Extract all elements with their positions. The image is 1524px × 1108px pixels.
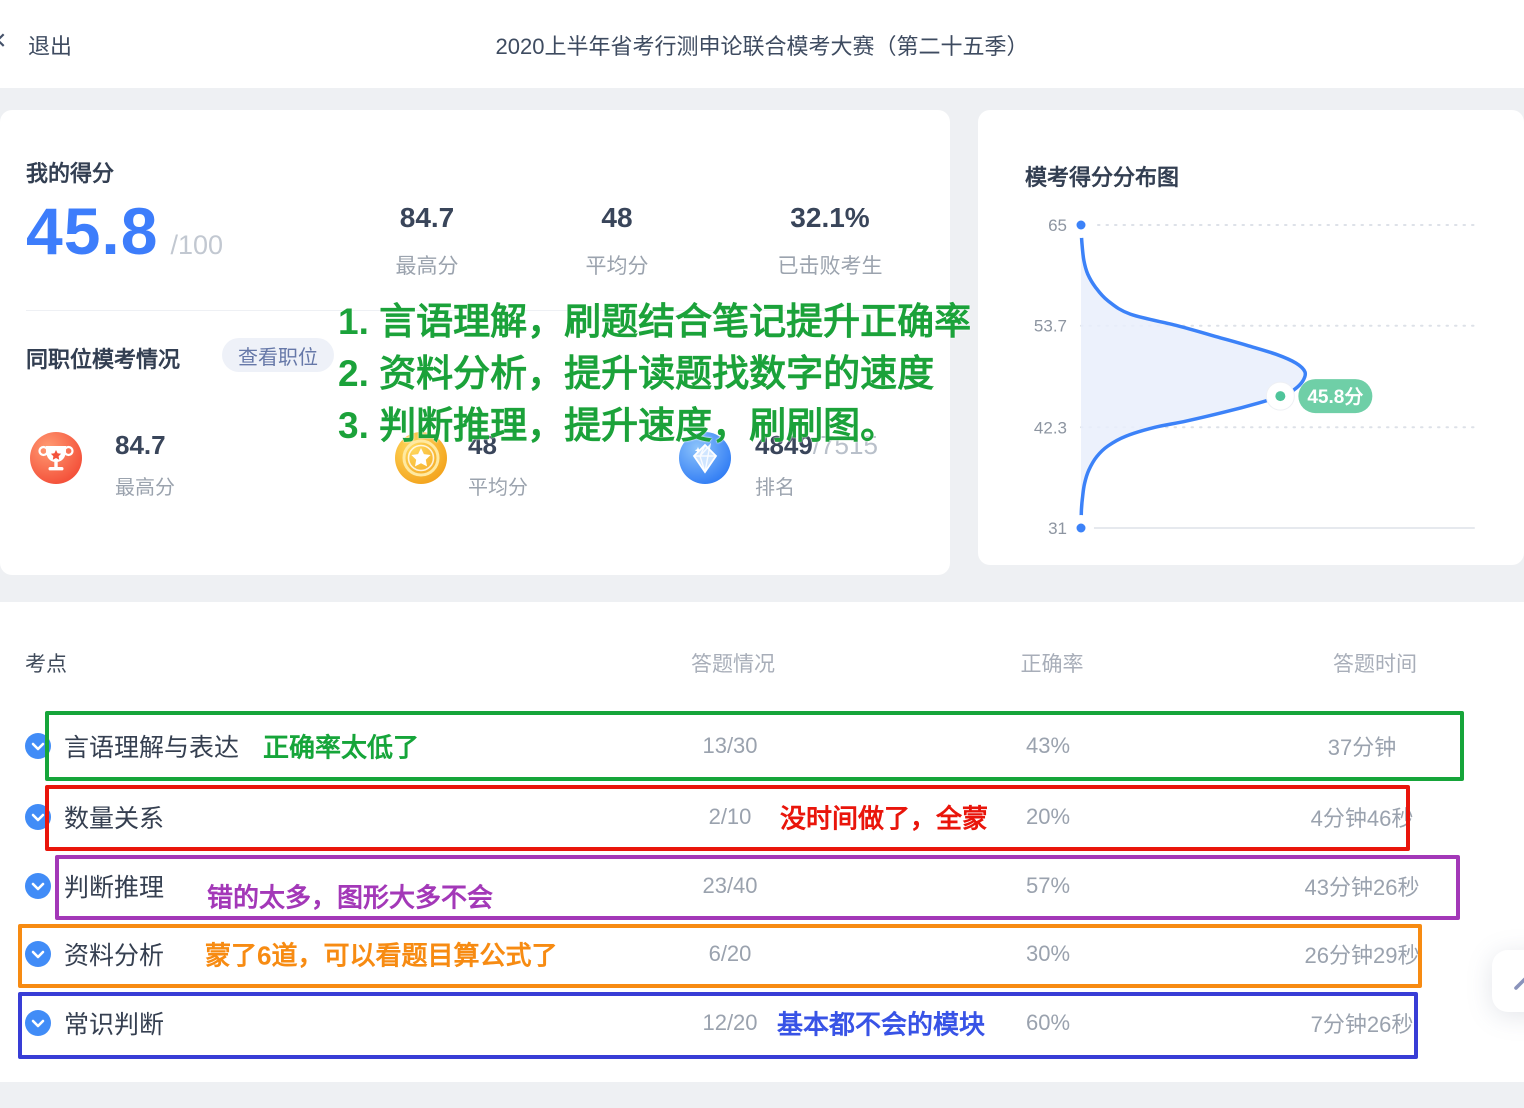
position-average-label: 平均分 <box>468 477 528 499</box>
position-highest-label: 最高分 <box>115 477 175 499</box>
section-divider <box>26 310 924 311</box>
y-tick-label: 53.7 <box>1034 317 1067 336</box>
accuracy-value: 57% <box>1025 873 1071 898</box>
subject-table-section: 考点 答题情况 正确率 答题时间 言语理解与表达 13/30 43% 37分钟 正确率太… <box>0 602 1524 1082</box>
distribution-card: 模考得分分布图 65 53.7 42.3 31 45.8分 <box>978 110 1524 565</box>
pencil-icon <box>1514 977 1524 990</box>
page-title: 2020上半年省考行测申论联合模考大赛（第二十五季） <box>495 34 1029 59</box>
answers-value: 23/40 <box>702 873 758 898</box>
table-row: 常识判断 12/20 60% 7分钟26秒 基本都不会的模块 <box>0 990 1524 1059</box>
row-annotation: 蒙了6道，可以看题目算公式了 <box>205 940 558 971</box>
column-header-time: 答题时间 <box>1333 653 1417 676</box>
time-value: 26分钟29秒 <box>1304 943 1420 968</box>
note-line-1: 1. 言语理解，刷题结合笔记提升正确率 <box>338 301 972 342</box>
stat-highest-value: 84.7 <box>399 202 455 233</box>
distribution-chart: 65 53.7 42.3 31 45.8分 <box>1034 212 1475 541</box>
y-tick-label: 42.3 <box>1034 418 1067 437</box>
answers-value: 12/20 <box>702 1010 758 1035</box>
position-rank-value: 4849/7515 <box>755 430 878 461</box>
answers-value: 2/10 <box>708 804 752 829</box>
endpoint-dot <box>1076 523 1086 533</box>
endpoint-dot <box>1076 220 1086 230</box>
view-position-button[interactable]: 查看职位 <box>222 338 334 372</box>
my-score-card: 我的得分 45.8 /100 84.7 最高分 48 平均分 32.1% 已击败… <box>0 110 950 575</box>
row-annotation: 没时间做了，全蒙 <box>780 803 989 834</box>
my-score-value: 45.8 /100 <box>26 198 223 264</box>
row-annotation: 正确率太低了 <box>263 732 420 763</box>
expand-row-icon[interactable] <box>25 1010 51 1036</box>
stat-beaten-value: 32.1% <box>790 202 870 233</box>
close-icon[interactable]: × <box>0 24 7 58</box>
rank-numerator: 4849 <box>755 430 813 460</box>
subject-name: 资料分析 <box>64 942 165 970</box>
subject-name: 数量关系 <box>64 805 165 833</box>
distribution-title: 模考得分分布图 <box>1025 165 1180 190</box>
exit-button[interactable]: 退出 <box>28 34 73 59</box>
expand-row-icon[interactable] <box>25 733 51 759</box>
position-rank-label: 排名 <box>755 477 795 499</box>
edit-fab-button[interactable] <box>1492 950 1524 1012</box>
expand-row-icon[interactable] <box>25 941 51 967</box>
trophy-icon <box>30 432 82 484</box>
stat-average-label: 平均分 <box>585 255 649 278</box>
same-position-title: 同职位模考情况 <box>26 347 181 372</box>
y-tick-label: 31 <box>1048 519 1067 538</box>
stat-highest: 84.7 最高分 <box>396 202 459 280</box>
accuracy-value: 20% <box>1025 804 1071 829</box>
note-line-3: 3. 判断推理，提升速度，刷刷图。 <box>338 405 898 446</box>
row-annotation: 错的太多，图形大多不会 <box>207 882 494 913</box>
position-highest-value: 84.7 <box>115 430 166 460</box>
subject-name: 判断推理 <box>64 874 165 902</box>
column-header-accuracy: 正确率 <box>1020 653 1084 676</box>
position-highest-stat: 84.7 最高分 <box>115 430 175 500</box>
accuracy-value: 60% <box>1025 1010 1071 1035</box>
stat-average-value: 48 <box>601 202 633 233</box>
column-header-subject: 考点 <box>25 653 67 676</box>
table-row: 判断推理 23/40 57% 43分钟26秒 错的太多，图形大多不会 <box>0 854 1524 920</box>
score-marker-pill <box>1298 379 1373 414</box>
answers-value: 6/20 <box>708 941 752 966</box>
table-row: 言语理解与表达 13/30 43% 37分钟 正确率太低了 <box>0 711 1524 781</box>
table-row: 资料分析 6/20 30% 26分钟29秒 蒙了6道，可以看题目算公式了 <box>0 922 1524 988</box>
stat-beaten-label: 已击败考生 <box>777 255 883 278</box>
score-marker-dot <box>1275 391 1286 402</box>
stat-beaten: 32.1% 已击败考生 <box>778 202 883 280</box>
accuracy-value: 30% <box>1025 941 1071 966</box>
position-average-stat: 48 平均分 <box>468 430 528 500</box>
time-value: 7分钟26秒 <box>1310 1012 1414 1037</box>
answers-value: 13/30 <box>702 733 758 758</box>
expand-row-icon[interactable] <box>25 804 51 830</box>
subject-name: 言语理解与表达 <box>64 734 240 762</box>
note-line-2: 2. 资料分析，提升读题找数字的速度 <box>338 353 935 394</box>
score-number: 45.8 <box>26 194 159 268</box>
time-value: 37分钟 <box>1327 735 1397 760</box>
expand-row-icon[interactable] <box>25 873 51 899</box>
handwritten-notes-overlay: 1. 言语理解，刷题结合笔记提升正确率 2. 资料分析，提升读题找数字的速度 3… <box>338 296 971 452</box>
rank-denominator: /7515 <box>812 430 878 460</box>
y-tick-label: 65 <box>1048 216 1067 235</box>
accuracy-value: 43% <box>1025 733 1071 758</box>
score-denominator: /100 <box>170 230 224 260</box>
distribution-curve <box>1079 223 1308 530</box>
table-row: 数量关系 2/10 20% 4分钟46秒 没时间做了，全蒙 <box>0 784 1524 851</box>
stat-highest-label: 最高分 <box>395 255 459 278</box>
score-marker-label: 45.8分 <box>1307 386 1363 408</box>
gem-icon <box>679 432 731 484</box>
medal-icon <box>395 432 447 484</box>
column-header-answers: 答题情况 <box>691 653 775 676</box>
position-rank-stat: 4849/7515 排名 <box>755 430 878 500</box>
distribution-area <box>1081 225 1306 528</box>
stat-average: 48 平均分 <box>586 202 649 280</box>
subject-name: 常识判断 <box>64 1011 165 1039</box>
position-average-value: 48 <box>468 430 497 460</box>
my-score-title: 我的得分 <box>26 161 115 186</box>
time-value: 43分钟26秒 <box>1304 875 1420 900</box>
top-bar: × 退出 2020上半年省考行测申论联合模考大赛（第二十五季） <box>0 0 1524 88</box>
time-value: 4分钟46秒 <box>1310 806 1414 831</box>
row-annotation: 基本都不会的模块 <box>777 1009 986 1040</box>
